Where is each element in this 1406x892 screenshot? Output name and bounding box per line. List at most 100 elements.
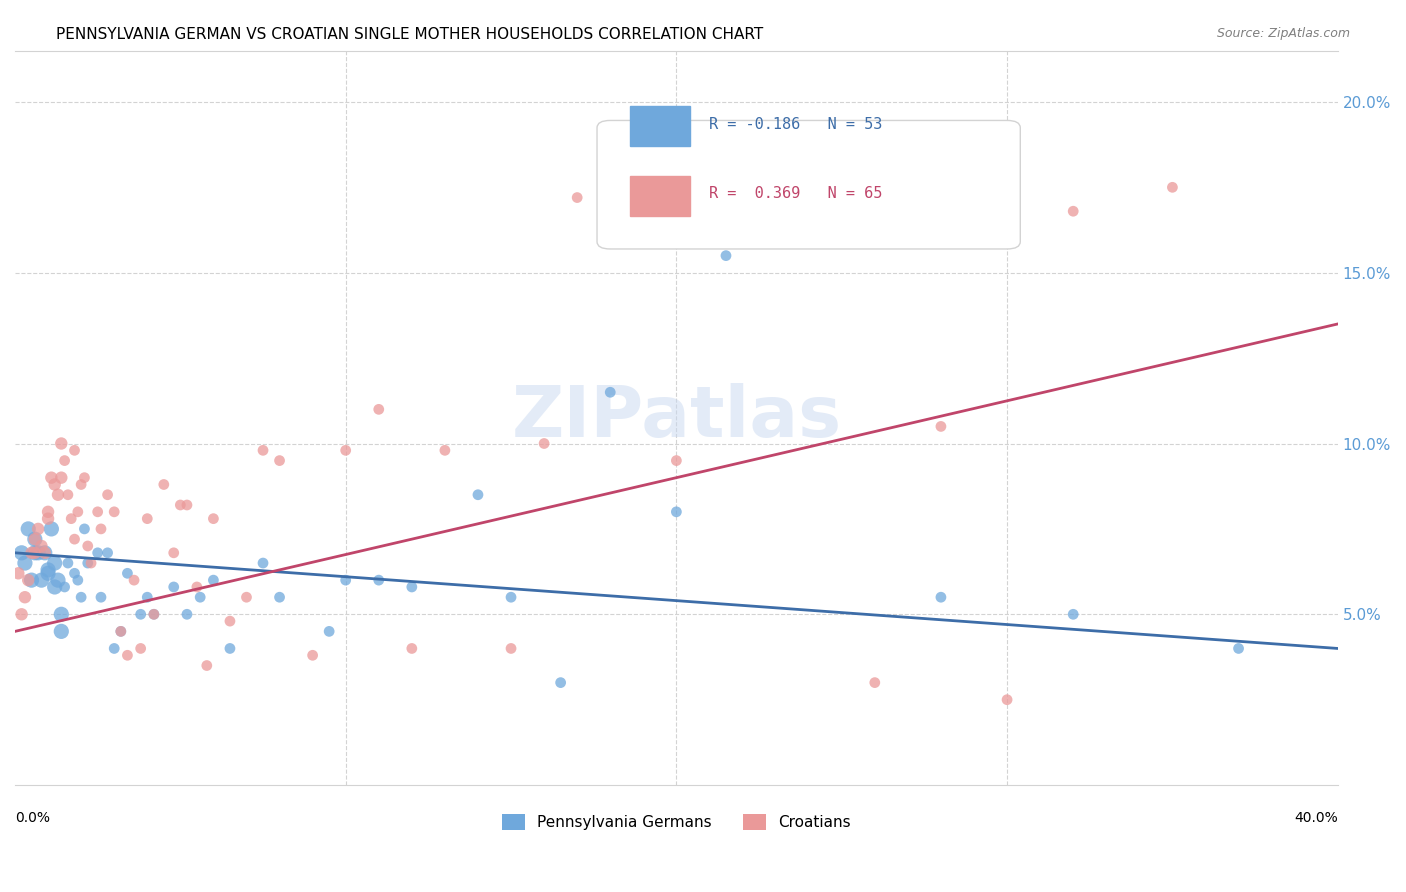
Point [929, 591, 952, 605]
Bar [630, 176, 689, 216]
Point [20, 546, 42, 560]
Point [30, 573, 52, 587]
Point [567, 190, 589, 204]
Point [401, 641, 423, 656]
Point [103, 641, 125, 656]
Point [129, 607, 152, 622]
Point [14, 556, 37, 570]
Point [20, 573, 42, 587]
Point [433, 443, 456, 458]
Text: R =  0.369   N = 65: R = 0.369 N = 65 [710, 186, 883, 202]
Point [97, 488, 120, 502]
Point [17, 573, 39, 587]
Point [10, 607, 32, 622]
Point [97, 546, 120, 560]
Point [86, 505, 108, 519]
Point [34, 546, 56, 560]
Point [533, 436, 555, 450]
Text: 0.0%: 0.0% [15, 811, 51, 825]
Point [66, 573, 89, 587]
Point [136, 511, 159, 525]
Point [1227, 641, 1250, 656]
Point [863, 675, 886, 690]
Point [599, 146, 621, 161]
Point [169, 498, 191, 512]
Point [797, 231, 820, 245]
Point [163, 580, 186, 594]
Point [46, 488, 69, 502]
Point [44, 580, 66, 594]
Point [1161, 180, 1184, 194]
Point [41, 522, 63, 536]
Point [66, 505, 89, 519]
Point [90, 591, 112, 605]
Point [599, 385, 621, 400]
Point [37, 505, 59, 519]
Bar [630, 106, 689, 146]
Point [70, 591, 93, 605]
Point [269, 591, 291, 605]
Point [76, 556, 98, 570]
Point [665, 453, 688, 467]
Point [202, 511, 225, 525]
Point [14, 591, 37, 605]
Point [929, 419, 952, 434]
Point [37, 511, 59, 525]
Point [41, 470, 63, 484]
Point [301, 648, 323, 663]
Point [44, 477, 66, 491]
Point [37, 566, 59, 581]
Point [103, 505, 125, 519]
Point [252, 556, 274, 570]
Point [27, 546, 49, 560]
Point [70, 477, 93, 491]
Point [219, 641, 242, 656]
Point [163, 546, 186, 560]
Point [122, 573, 145, 587]
Text: Source: ZipAtlas.com: Source: ZipAtlas.com [1216, 27, 1350, 40]
Point [73, 522, 96, 536]
Point [110, 624, 132, 639]
Point [110, 624, 132, 639]
Point [186, 580, 208, 594]
Point [318, 624, 340, 639]
Point [176, 498, 198, 512]
Point [550, 675, 572, 690]
Point [219, 614, 242, 628]
Point [60, 511, 83, 525]
Point [202, 573, 225, 587]
Point [1062, 204, 1084, 219]
Point [136, 591, 159, 605]
Point [269, 453, 291, 467]
Point [63, 443, 86, 458]
Point [117, 566, 139, 581]
Point [117, 648, 139, 663]
Point [73, 470, 96, 484]
Point [37, 563, 59, 577]
Point [51, 624, 73, 639]
Point [17, 522, 39, 536]
Point [665, 505, 688, 519]
Text: ZIPatlas: ZIPatlas [512, 384, 841, 452]
Point [335, 443, 357, 458]
Point [51, 436, 73, 450]
Point [401, 580, 423, 594]
Point [51, 470, 73, 484]
Point [56, 556, 79, 570]
Point [56, 488, 79, 502]
Point [34, 546, 56, 560]
Point [367, 573, 389, 587]
Point [176, 607, 198, 622]
Point [51, 607, 73, 622]
Point [235, 591, 257, 605]
Point [24, 532, 46, 546]
Point [499, 641, 522, 656]
Legend: Pennsylvania Germans, Croatians: Pennsylvania Germans, Croatians [496, 808, 856, 836]
Point [714, 249, 737, 263]
Point [80, 556, 103, 570]
Point [86, 546, 108, 560]
Text: R = -0.186   N = 53: R = -0.186 N = 53 [710, 117, 883, 132]
Point [24, 546, 46, 560]
Point [76, 539, 98, 553]
Point [7, 566, 30, 581]
